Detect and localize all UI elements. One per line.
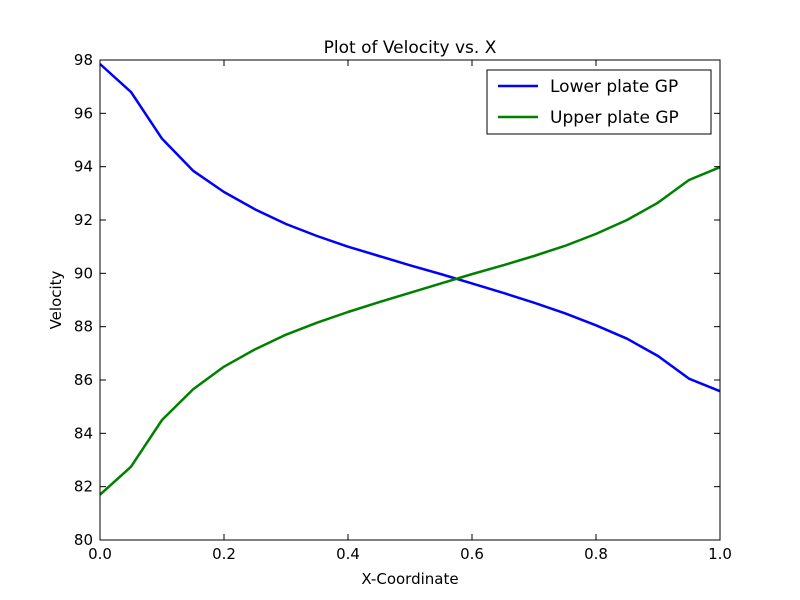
x-axis-label: X-Coordinate — [361, 570, 458, 588]
y-axis: 80 82 84 86 88 90 92 94 96 98 — [74, 51, 720, 549]
x-tick-label: 0.2 — [212, 545, 236, 563]
legend-box — [486, 69, 712, 135]
legend-label-2: Upper plate GP — [550, 108, 679, 128]
series-layer — [99, 63, 721, 496]
y-tick-label: 94 — [74, 158, 93, 176]
plot-frame — [99, 59, 721, 541]
x-tick-label: 0.4 — [336, 545, 360, 563]
x-tick-label: 0.8 — [584, 545, 608, 563]
x-tick-label: 1.0 — [708, 545, 732, 563]
legend: Lower plate GP Upper plate GP — [486, 69, 712, 135]
series-line-2 — [99, 166, 721, 496]
y-tick-label: 98 — [74, 51, 93, 69]
y-tick-label: 82 — [74, 478, 93, 496]
series-line-1 — [99, 63, 721, 393]
y-tick-label: 96 — [74, 104, 93, 122]
y-tick-label: 92 — [74, 211, 93, 229]
y-tick-label: 88 — [74, 318, 93, 336]
chart-title: Plot of Velocity vs. X — [324, 38, 497, 58]
y-tick-label: 84 — [74, 424, 93, 442]
y-tick-label: 80 — [74, 531, 93, 549]
y-axis-label: Velocity — [47, 270, 65, 329]
x-tick-label: 0.0 — [88, 545, 112, 563]
x-tick-label: 0.6 — [460, 545, 484, 563]
legend-label-1: Lower plate GP — [550, 77, 678, 97]
x-axis: 0.0 0.2 0.4 0.6 0.8 1.0 — [88, 60, 732, 563]
y-tick-label: 90 — [74, 264, 93, 282]
y-tick-label: 86 — [74, 371, 93, 389]
